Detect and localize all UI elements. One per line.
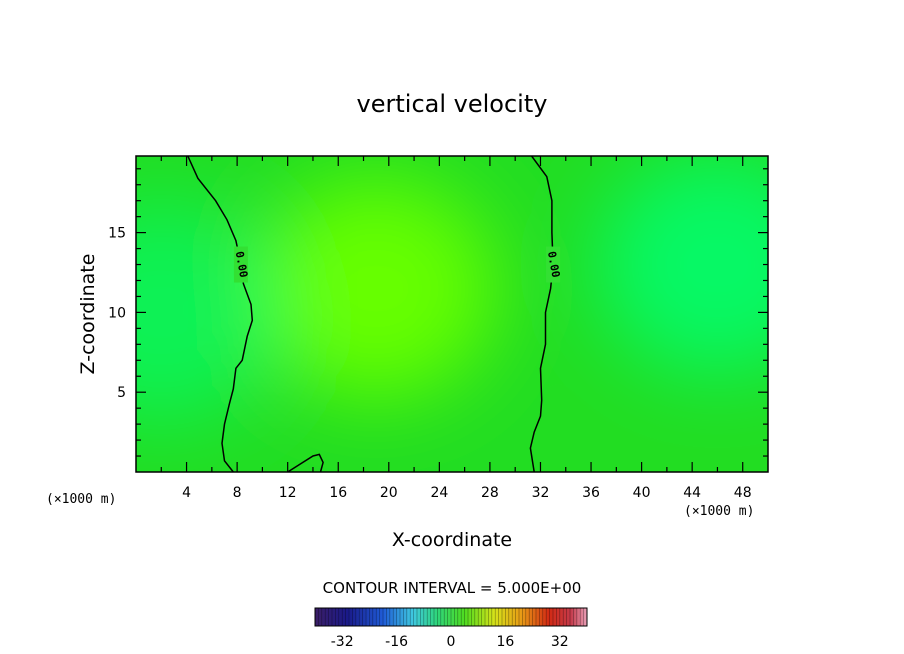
x-tick-label: 24: [430, 485, 448, 501]
contour-line-0: [187, 156, 254, 472]
colorbar-tick-labels: -32 -16 0 16 32: [331, 634, 569, 650]
y-tick-label: 5: [117, 385, 126, 401]
x-tick-label: 32: [532, 485, 550, 501]
colorbar-tick-label: -32: [331, 634, 354, 650]
x-tick-labels: 4 8 12 16 20 24 28 32 36 40 44 48: [182, 485, 752, 501]
x-tick-label: 4: [182, 485, 191, 501]
x-tick-label: 28: [481, 485, 499, 501]
contour-label-0: 0.00: [233, 250, 250, 278]
chart-title: vertical velocity: [357, 90, 548, 118]
contour-interval-text: CONTOUR INTERVAL = 5.000E+00: [323, 579, 582, 597]
x-tick-label: 44: [683, 485, 701, 501]
x-tick-label: 20: [380, 485, 398, 501]
colorbar-tick-label: 16: [496, 634, 514, 650]
heatmap-field: 0.00 0.00: [136, 156, 768, 472]
y-tick-labels: 5 10 15: [108, 226, 126, 402]
y-tick-label: 15: [108, 226, 126, 242]
contour-label-bg-0: [233, 246, 248, 283]
x-units-right: (×1000 m): [684, 504, 754, 519]
x-tick-label: 8: [233, 485, 242, 501]
contour-line-1: [287, 453, 324, 472]
colorbar-tick-label: 32: [551, 634, 569, 650]
plot-frame: [135, 155, 769, 473]
axis-ticks: [136, 156, 768, 472]
y-tick-label: 10: [108, 305, 126, 321]
colorbar: -32 -16 0 16 32: [314, 607, 588, 650]
x-tick-label: 12: [279, 485, 297, 501]
contour-label-bg-1: [546, 246, 561, 283]
x-axis-label: X-coordinate: [392, 529, 512, 551]
colorbar-frame: [314, 607, 588, 627]
contour-line-2: [529, 156, 554, 472]
x-tick-label: 16: [329, 485, 347, 501]
x-units-left: (×1000 m): [46, 492, 116, 507]
colorbar-stripes: [318, 608, 584, 626]
x-tick-label: 48: [734, 485, 752, 501]
contour-label-1: 0.00: [545, 250, 562, 278]
colorbar-gradient: [315, 608, 587, 626]
field-extremum-0: [256, 178, 497, 399]
x-tick-label: 40: [633, 485, 651, 501]
x-tick-label: 36: [582, 485, 600, 501]
colorbar-tick-label: 0: [447, 634, 456, 650]
colorbar-tick-label: -16: [385, 634, 408, 650]
field-extremum-2: [597, 156, 768, 375]
y-axis-label: Z-coordinate: [77, 254, 99, 375]
